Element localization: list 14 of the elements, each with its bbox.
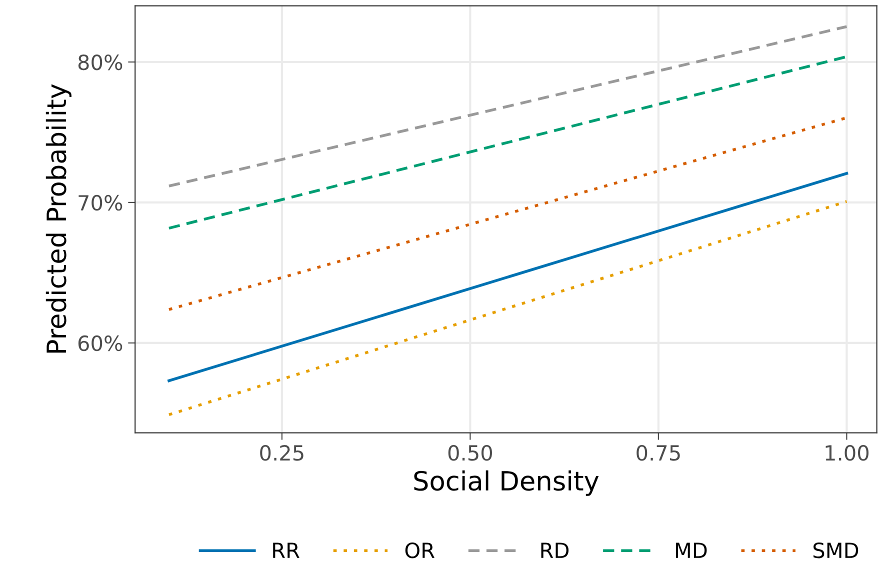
- legend-label: SMD: [813, 542, 858, 558]
- legend-label: MD: [676, 542, 707, 558]
- x-tick-label: 0.25: [260, 445, 304, 461]
- legend-label: RD: [541, 542, 569, 558]
- y-tick-label: 70%: [78, 194, 122, 211]
- legend-label: OR: [405, 542, 434, 558]
- x-axis-title: Social Density: [414, 470, 599, 496]
- x-tick-label: 0.50: [448, 445, 492, 461]
- y-tick-label: 80%: [78, 54, 122, 70]
- x-tick-label: 1.00: [826, 445, 869, 461]
- y-axis-title: Predicted Probability: [46, 84, 72, 353]
- x-tick-label: 0.75: [636, 445, 680, 461]
- y-tick-label: 60%: [78, 335, 122, 352]
- legend-label: RR: [273, 542, 300, 558]
